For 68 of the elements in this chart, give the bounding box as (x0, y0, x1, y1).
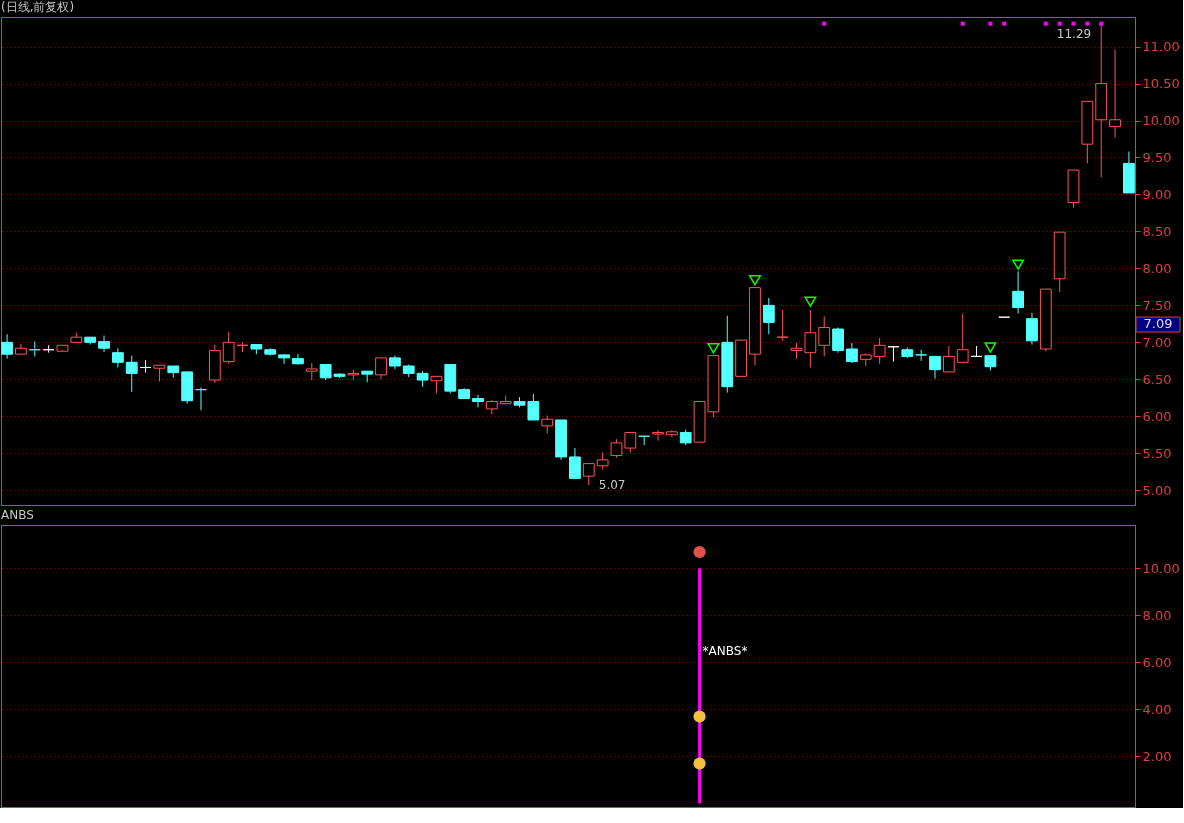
point (822, 21, 827, 26)
y-tick-label: 8.00 (1142, 260, 1172, 276)
candlestick (942, 345, 955, 373)
y-tick-label: 10.00 (1142, 560, 1180, 576)
y-tick-label: 4.00 (1142, 701, 1172, 717)
y-tick-label: 5.50 (1142, 445, 1172, 461)
y-tick-label: 5.00 (1142, 482, 1172, 498)
point (1057, 21, 1062, 26)
candlestick (1026, 312, 1038, 346)
candlestick (776, 309, 789, 342)
text: 7.09 (1143, 316, 1173, 331)
y-tick-label: 9.00 (1142, 186, 1172, 202)
candlestick (278, 353, 290, 365)
y-tick-label: 6.00 (1142, 408, 1172, 424)
y-tick-label: 9.50 (1142, 149, 1172, 165)
point (960, 21, 965, 26)
candlestick (582, 463, 595, 486)
y-tick-label: 6.50 (1142, 371, 1172, 387)
candlestick (762, 297, 775, 335)
y-tick-label: 7.00 (1142, 334, 1172, 350)
candlestick (929, 355, 941, 380)
candlestick (111, 347, 124, 368)
candlestick (139, 359, 152, 374)
chart-title: (日线,前复权) (1, 0, 75, 14)
candlestick (887, 346, 900, 363)
candlestick (98, 335, 110, 353)
candlestick (970, 345, 983, 357)
y-tick-label: 6.00 (1142, 654, 1172, 670)
y-tick-label: 10.50 (1142, 76, 1180, 92)
point (988, 21, 993, 26)
chart-title: ANBS (1, 508, 34, 522)
candlestick (472, 394, 484, 408)
candlestick (1012, 270, 1025, 314)
candlestick (125, 355, 138, 393)
y-tick-label: 8.00 (1142, 607, 1172, 623)
point (1043, 21, 1048, 26)
point (748, 274, 761, 286)
candlestick (42, 344, 55, 354)
candlestick (956, 313, 969, 363)
point (707, 342, 720, 354)
candlestick (873, 337, 886, 365)
y-tick-label: 8.50 (1142, 223, 1172, 239)
candlestick (195, 386, 207, 411)
annotation: *ANBS* (702, 644, 748, 658)
candlestick (222, 331, 235, 365)
y-tick-label: 7.50 (1142, 297, 1172, 313)
candlestick (1, 333, 13, 360)
candlestick (846, 342, 858, 364)
point (1085, 21, 1090, 26)
candlestick (818, 315, 831, 357)
annotation: 5.07 (598, 478, 626, 493)
point (984, 342, 997, 353)
y-tick-label: 11.00 (1142, 39, 1180, 55)
candlestick (375, 357, 387, 380)
point (1099, 21, 1104, 26)
point (1002, 21, 1007, 26)
candlestick (292, 353, 304, 366)
y-tick-label: 2.00 (1142, 748, 1172, 764)
candlestick (569, 447, 581, 479)
candlestick (236, 341, 249, 353)
candlestick (832, 327, 844, 354)
candlestick (652, 429, 664, 442)
y-tick-label: 10.00 (1142, 113, 1180, 129)
point (804, 296, 817, 307)
candlestick (1109, 49, 1121, 139)
point (1012, 259, 1025, 270)
point (1071, 21, 1076, 26)
annotation: 11.29 (1056, 27, 1092, 42)
